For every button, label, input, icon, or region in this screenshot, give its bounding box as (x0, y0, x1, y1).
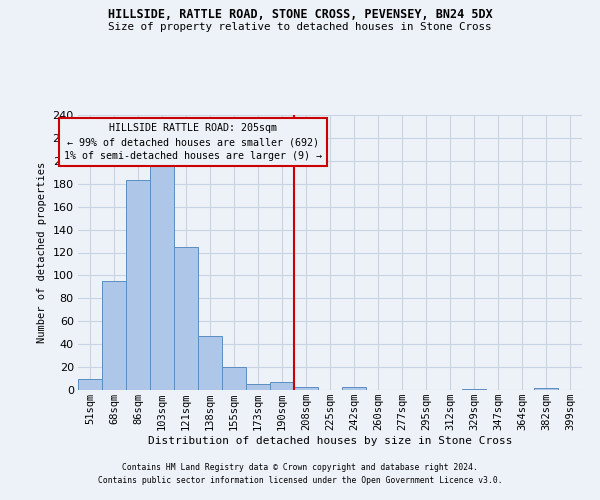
Text: Contains public sector information licensed under the Open Government Licence v3: Contains public sector information licen… (98, 476, 502, 485)
Text: Contains HM Land Registry data © Crown copyright and database right 2024.: Contains HM Land Registry data © Crown c… (122, 464, 478, 472)
Bar (222, 367, 246, 390)
Y-axis label: Number of detached properties: Number of detached properties (37, 162, 47, 343)
Bar (198, 336, 222, 390)
Bar (126, 180, 150, 390)
Bar (246, 384, 270, 390)
Bar (294, 386, 318, 390)
Bar (174, 247, 198, 390)
Bar (150, 160, 174, 390)
Text: HILLSIDE RATTLE ROAD: 205sqm
← 99% of detached houses are smaller (692)
1% of se: HILLSIDE RATTLE ROAD: 205sqm ← 99% of de… (64, 123, 322, 161)
Bar (534, 388, 558, 390)
X-axis label: Distribution of detached houses by size in Stone Cross: Distribution of detached houses by size … (148, 436, 512, 446)
Text: HILLSIDE, RATTLE ROAD, STONE CROSS, PEVENSEY, BN24 5DX: HILLSIDE, RATTLE ROAD, STONE CROSS, PEVE… (107, 8, 493, 20)
Bar (78, 378, 102, 390)
Bar (102, 281, 126, 390)
Bar (342, 386, 366, 390)
Bar (462, 389, 486, 390)
Bar (270, 382, 294, 390)
Text: Size of property relative to detached houses in Stone Cross: Size of property relative to detached ho… (108, 22, 492, 32)
